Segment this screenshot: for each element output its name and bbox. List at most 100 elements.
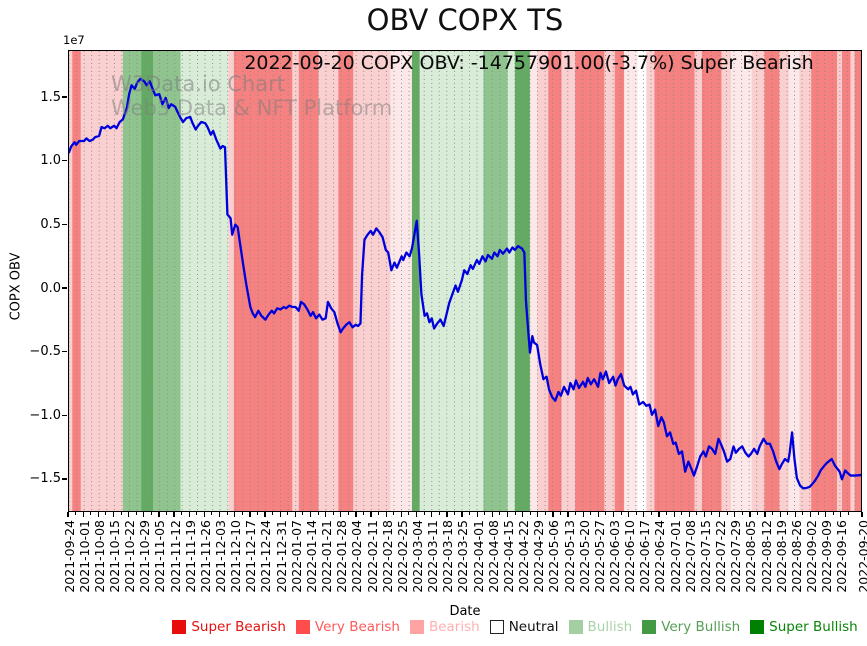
chart-subtitle: 2022-09-20 COPX OBV: -14757901.00(-3.7%)… <box>244 52 814 74</box>
x-tick-mark <box>112 512 115 517</box>
x-tick-mark <box>143 512 145 517</box>
x-tick-label: 2021-10-01 <box>76 520 92 593</box>
x-tick-mark <box>673 512 675 517</box>
x-tick-label: 2022-06-17 <box>637 520 653 593</box>
x-tick-mark <box>415 512 418 517</box>
x-tick-mark <box>309 512 312 517</box>
y-tick-label: −1.5 <box>29 471 61 487</box>
x-tick-mark <box>400 512 403 517</box>
sentiment-band <box>799 51 812 511</box>
legend-item: Bearish <box>409 619 480 635</box>
sentiment-band <box>779 51 789 511</box>
sentiment-band <box>233 51 293 511</box>
sentiment-band <box>854 51 861 511</box>
x-minor-tick-mark <box>484 512 486 515</box>
x-minor-tick-mark <box>408 512 410 515</box>
y-tick-label: 1.0 <box>40 153 61 169</box>
x-tick-label: 2022-01-14 <box>303 520 319 593</box>
x-minor-tick-mark <box>696 512 698 515</box>
x-minor-tick-mark <box>332 512 334 515</box>
watermark-line2: Web3 Data & NFT Platform <box>111 96 393 120</box>
x-tick-mark <box>861 512 863 517</box>
x-minor-tick-mark <box>378 512 380 515</box>
y-tick-label: 1.5 <box>40 89 61 105</box>
x-minor-tick-mark <box>681 512 683 515</box>
x-minor-tick-mark <box>756 512 758 515</box>
y-tick-label: 0.5 <box>40 216 61 232</box>
x-tick-mark <box>82 512 84 517</box>
x-tick-label: 2022-09-09 <box>819 520 835 593</box>
x-tick-mark <box>794 512 797 517</box>
x-tick-label: 2022-07-08 <box>682 520 698 593</box>
x-minor-tick-mark <box>666 512 668 515</box>
x-minor-tick-mark <box>211 512 213 515</box>
sentiment-band <box>788 51 800 511</box>
x-minor-tick-mark <box>272 512 274 515</box>
x-tick-mark <box>764 512 766 517</box>
legend-item: Very Bullish <box>642 619 740 635</box>
y-tick-mark <box>62 287 67 289</box>
x-tick-label: 2022-07-22 <box>713 520 729 593</box>
sentiment-band <box>841 51 851 511</box>
sentiment-band <box>507 51 515 511</box>
x-tick-label: 2022-05-27 <box>591 520 607 593</box>
x-minor-tick-mark <box>302 512 304 515</box>
x-tick-label: 2022-05-06 <box>546 520 562 593</box>
x-tick-label: 2022-07-01 <box>667 520 683 593</box>
x-tick-label: 2021-10-08 <box>91 520 107 593</box>
sentiment-band <box>811 51 838 511</box>
x-tick-label: 2022-05-20 <box>576 520 592 593</box>
y-tick-mark <box>62 351 67 353</box>
sentiment-band <box>561 51 576 511</box>
x-tick-mark <box>612 512 615 517</box>
x-tick-label: 2022-08-26 <box>788 520 804 593</box>
x-tick-mark <box>188 512 190 517</box>
x-tick-mark <box>324 512 327 517</box>
y-tick-label: 0.0 <box>40 280 61 296</box>
x-tick-label: 2021-12-10 <box>228 520 244 593</box>
legend: Super Bearish Very Bearish Bearish Neutral B… <box>0 619 867 635</box>
x-tick-mark <box>643 512 645 517</box>
x-tick-label: 2022-04-01 <box>470 520 486 593</box>
sentiment-band <box>646 51 655 511</box>
x-tick-label: 2021-12-17 <box>243 520 259 593</box>
x-tick-mark <box>431 512 433 517</box>
legend-item: Very Bearish <box>295 619 400 635</box>
x-minor-tick-mark <box>165 512 167 515</box>
x-tick-mark <box>840 512 842 517</box>
legend-swatch <box>568 620 583 634</box>
sentiment-band <box>575 51 605 511</box>
x-tick-mark <box>355 512 357 517</box>
x-tick-label: 2022-01-28 <box>334 520 350 593</box>
sentiment-band <box>721 51 732 511</box>
legend-swatch <box>295 620 310 634</box>
sentiment-band <box>69 51 73 511</box>
x-tick-mark <box>249 512 251 517</box>
legend-swatch <box>409 620 424 634</box>
sentiment-band <box>228 51 234 511</box>
sentiment-band <box>390 51 412 511</box>
x-tick-label: 2022-07-29 <box>728 520 744 593</box>
sentiment-band <box>837 51 843 511</box>
x-tick-label: 2021-10-29 <box>137 520 153 593</box>
x-tick-mark <box>158 512 160 517</box>
plot-area: 2022-09-20 COPX OBV: -14757901.00(-3.7%)… <box>68 50 862 512</box>
y-tick-mark <box>62 478 67 480</box>
sentiment-band <box>419 51 484 511</box>
x-tick-label: 2022-02-04 <box>349 520 365 593</box>
x-minor-tick-mark <box>559 512 561 515</box>
x-tick-mark <box>567 512 569 517</box>
x-tick-label: 2022-02-11 <box>364 520 380 593</box>
sentiment-band <box>72 51 81 511</box>
x-tick-mark <box>294 512 296 517</box>
sentiment-band <box>624 51 638 511</box>
x-tick-label: 2021-12-24 <box>258 520 274 593</box>
x-tick-mark <box>385 512 387 517</box>
x-axis-label: Date <box>449 604 481 619</box>
x-tick-mark <box>506 512 509 517</box>
x-tick-mark <box>340 512 342 517</box>
x-minor-tick-mark <box>514 512 516 515</box>
legend-swatch <box>642 620 657 634</box>
sentiment-band <box>353 51 391 511</box>
sentiment-band <box>318 51 339 511</box>
